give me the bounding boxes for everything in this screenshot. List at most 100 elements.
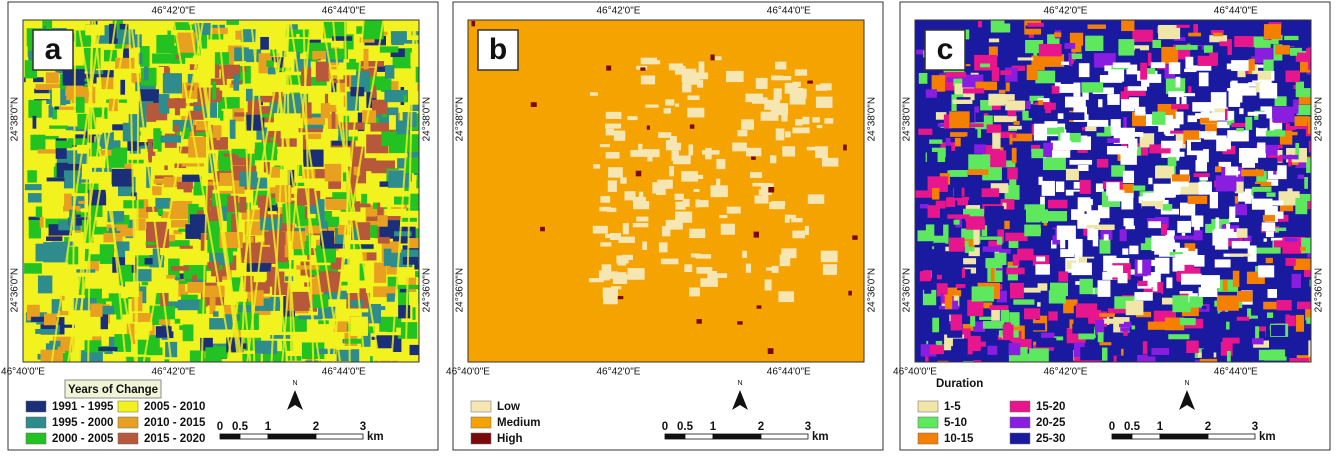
map-patch	[239, 197, 246, 213]
map-patch	[726, 71, 744, 82]
map-patch	[101, 334, 108, 346]
map-patch	[1275, 45, 1290, 54]
map-patch	[1005, 322, 1011, 326]
map-patch	[178, 300, 200, 310]
map-patch	[980, 63, 990, 67]
map-patch	[628, 268, 645, 280]
legend-label: Low	[497, 401, 520, 413]
map-patch	[49, 105, 53, 118]
map-patch	[661, 259, 679, 265]
map-patch	[802, 117, 809, 125]
map-patch	[775, 62, 786, 70]
map-patch	[719, 215, 727, 218]
map-patch	[618, 259, 627, 265]
map-patch	[993, 23, 1010, 32]
map-patch	[1176, 45, 1198, 50]
map-patch	[32, 93, 50, 99]
map-patch	[1014, 121, 1020, 125]
legend-label: 20-25	[1036, 417, 1066, 429]
map-patch	[732, 143, 747, 152]
map-patch	[970, 123, 984, 127]
map-patch	[843, 145, 847, 151]
map-patch	[1170, 131, 1186, 134]
map-patch	[954, 220, 960, 225]
map-patch	[785, 131, 791, 137]
map-patch	[618, 237, 635, 243]
right-tick: 24°38'0"N	[867, 97, 878, 141]
map-patch	[721, 224, 735, 235]
map-patch	[808, 194, 824, 204]
map-patch	[166, 275, 175, 279]
map-patch	[175, 319, 181, 324]
map-patch	[1296, 129, 1306, 142]
map-patch	[955, 138, 961, 147]
map-patch	[1126, 301, 1144, 315]
map-patch	[636, 171, 642, 177]
map-patch	[600, 196, 610, 203]
map-patch	[208, 182, 224, 186]
map-patch	[937, 275, 942, 280]
map-patch	[1104, 234, 1109, 240]
map-patch	[157, 136, 181, 143]
map-patch	[268, 68, 276, 75]
legend-title: Years of Change	[68, 384, 158, 396]
map-patch	[68, 154, 88, 164]
map-patch	[1060, 236, 1065, 249]
map-patch	[141, 68, 157, 86]
bottom-tick: 46°42'0"E	[152, 367, 196, 378]
map-patch	[994, 116, 1017, 123]
map-patch	[1038, 177, 1042, 185]
map-patch	[1296, 315, 1304, 332]
map-patch	[1080, 180, 1091, 194]
map-patch	[633, 223, 649, 227]
map-patch	[1215, 166, 1222, 172]
map-patch	[296, 34, 299, 38]
map-patch	[710, 185, 727, 197]
map-patch	[741, 119, 754, 129]
map-patch	[153, 128, 160, 149]
map-patch	[953, 339, 968, 354]
map-patch	[403, 257, 419, 265]
map-patch	[606, 66, 611, 71]
map-patch	[377, 66, 386, 72]
map-patch	[771, 75, 783, 80]
map-patch	[606, 152, 620, 159]
map-patch	[28, 193, 42, 202]
map-patch	[1118, 273, 1128, 283]
legend-title: Duration	[936, 378, 983, 390]
map-patch	[852, 235, 857, 239]
map-patch	[716, 179, 720, 186]
map-patch	[916, 36, 922, 46]
map-patch	[1279, 231, 1291, 236]
legend-label: 1995 - 2000	[52, 417, 113, 429]
map-patch	[752, 183, 769, 187]
scale-unit: km	[812, 431, 829, 443]
map-patch	[599, 207, 611, 212]
legend-label: 15-20	[1036, 401, 1065, 413]
map-patch	[974, 37, 978, 50]
map-patch	[1246, 74, 1258, 80]
map-patch	[1112, 348, 1121, 355]
map-patch	[183, 324, 194, 341]
map-patch	[997, 340, 1007, 356]
map-patch	[1151, 260, 1163, 266]
map-patch	[1106, 171, 1110, 178]
map-patch	[1306, 317, 1319, 324]
map-patch	[1060, 84, 1078, 93]
legend-label: 2010 - 2015	[144, 417, 206, 429]
map-patch	[305, 361, 321, 377]
map-patch	[815, 146, 828, 158]
map-patch	[403, 112, 417, 127]
map-patch	[261, 114, 274, 118]
map-patch	[593, 226, 608, 234]
map-patch	[848, 291, 852, 296]
map-patch	[163, 73, 182, 93]
north-arrow	[287, 390, 303, 410]
map-patch	[1194, 230, 1203, 240]
map-patch	[699, 61, 705, 73]
map-patch	[1091, 205, 1098, 210]
map-patch	[751, 156, 756, 159]
map-patch	[1035, 264, 1050, 275]
map-patch	[374, 361, 397, 377]
map-patch	[1259, 83, 1277, 98]
